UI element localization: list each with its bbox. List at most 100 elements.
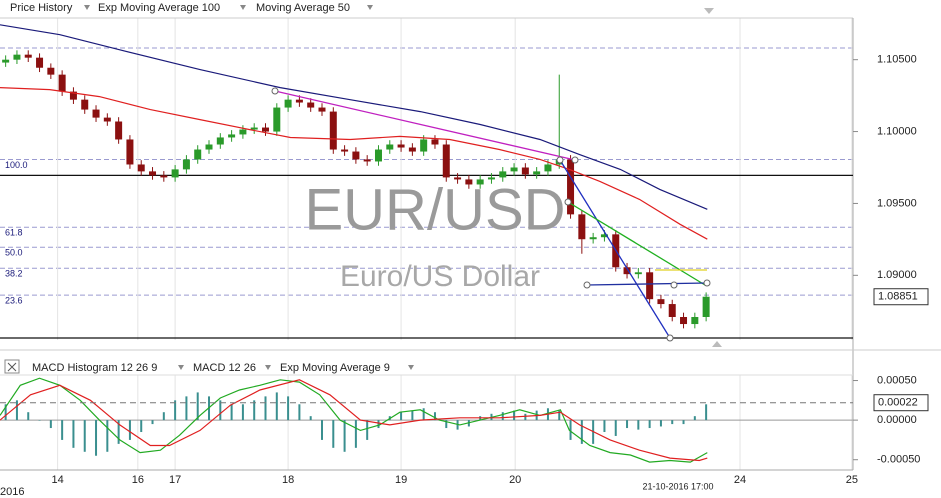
histogram-bar xyxy=(354,420,357,448)
candle-body xyxy=(58,74,66,92)
trendline[interactable] xyxy=(586,282,708,286)
handle[interactable] xyxy=(670,281,678,289)
legend-entry[interactable]: MACD Histogram 12 26 9 xyxy=(32,362,157,374)
histogram-bar xyxy=(95,420,98,456)
histogram-bar xyxy=(185,396,188,421)
x-tick-label: 20 xyxy=(509,474,521,486)
fib-label: 50.0 xyxy=(5,248,23,258)
histogram-bar xyxy=(264,396,267,421)
histogram-bar xyxy=(513,410,516,421)
histogram-bar xyxy=(174,400,177,421)
handle[interactable] xyxy=(666,334,674,342)
candle-body xyxy=(295,99,303,103)
candle-body xyxy=(149,171,157,176)
histogram-bar xyxy=(83,420,86,452)
histogram-bar xyxy=(106,420,109,452)
histogram-bar xyxy=(433,412,436,421)
candle-body xyxy=(691,317,699,325)
scroll-marker[interactable] xyxy=(704,8,714,14)
fib-label: 38.2 xyxy=(5,269,23,279)
candle-body xyxy=(363,159,371,162)
candle-body xyxy=(634,272,642,275)
last-price-label: 1.08851 xyxy=(878,291,918,303)
handle[interactable] xyxy=(556,156,564,164)
handle[interactable] xyxy=(571,156,579,164)
histogram-bar xyxy=(377,420,380,429)
close-icon[interactable] xyxy=(7,362,17,372)
legend-entry[interactable]: MACD 12 26 xyxy=(193,362,256,374)
histogram-bar xyxy=(4,404,7,421)
year-label: 2016 xyxy=(0,486,24,498)
candle-body xyxy=(589,237,597,240)
last-value-box xyxy=(873,394,929,412)
y-tick-label: 1.10500 xyxy=(877,54,917,66)
candle-body xyxy=(216,137,224,145)
line-series xyxy=(0,377,708,463)
handle[interactable] xyxy=(703,279,711,287)
histogram-bar xyxy=(61,420,64,440)
candle-body xyxy=(182,159,190,170)
fib-label: 61.8 xyxy=(5,228,23,238)
histogram-bar xyxy=(117,420,120,444)
scroll-marker[interactable] xyxy=(712,341,722,347)
histogram-bar xyxy=(15,400,18,421)
histogram-bar xyxy=(603,420,606,432)
candle-body xyxy=(284,99,292,108)
histogram-bar xyxy=(275,392,278,421)
histogram-bar xyxy=(72,420,75,448)
histogram-bar xyxy=(140,420,143,432)
candle-body xyxy=(115,121,123,140)
histogram-bar xyxy=(320,420,323,440)
candle-body xyxy=(657,299,665,305)
candle-body xyxy=(318,107,326,112)
watermark-subtitle: Euro/US Dollar xyxy=(340,260,540,293)
dropdown-arrow[interactable] xyxy=(84,5,90,10)
trendline[interactable] xyxy=(274,90,576,161)
candle-body xyxy=(702,296,710,317)
histogram-bar xyxy=(309,416,312,421)
candle-body xyxy=(600,234,608,238)
candle-body xyxy=(24,54,32,58)
histogram-bar xyxy=(27,412,30,421)
y-tick-label: 1.09500 xyxy=(877,197,917,209)
handle[interactable] xyxy=(564,198,572,206)
candle-body xyxy=(329,111,337,150)
candle-body xyxy=(476,179,484,185)
plot-area: 1.10500 1.10000 1.09500 1.09000 1.08851 14 16 1… xyxy=(0,24,929,498)
histogram-bar xyxy=(637,420,640,430)
x-tick-label: 18 xyxy=(282,474,294,486)
candle-body xyxy=(386,144,394,150)
candle-body xyxy=(273,107,281,132)
handle[interactable] xyxy=(583,281,591,289)
handle[interactable] xyxy=(271,87,279,95)
dropdown-arrow[interactable] xyxy=(367,5,373,10)
candle-body xyxy=(194,149,202,160)
dropdown-arrow[interactable] xyxy=(408,365,414,370)
y-tick-label: -0.00050 xyxy=(877,454,920,466)
trendline[interactable] xyxy=(567,201,706,286)
candle-body xyxy=(646,272,654,300)
histogram-bar xyxy=(128,420,131,440)
candle-body xyxy=(487,177,495,180)
legend-entry[interactable]: Exp Moving Average 9 xyxy=(280,362,390,374)
candle-body xyxy=(431,139,439,145)
candle-body xyxy=(567,159,575,215)
histogram-bar xyxy=(614,420,617,436)
dropdown-arrow[interactable] xyxy=(240,5,246,10)
trendlines xyxy=(271,87,711,342)
x-tick-label: 24 xyxy=(734,474,746,486)
legend-entry[interactable]: Moving Average 50 xyxy=(256,2,350,14)
candle-body xyxy=(465,179,473,185)
dropdown-arrow[interactable] xyxy=(265,365,271,370)
legend-entry[interactable]: Exp Moving Average 100 xyxy=(98,2,220,14)
histogram-bar xyxy=(569,420,572,440)
trendline[interactable] xyxy=(559,159,671,339)
candle-body xyxy=(420,139,428,152)
histogram-bar xyxy=(659,420,662,427)
candle-body xyxy=(262,127,270,132)
candle-body xyxy=(442,144,450,178)
histogram-bar xyxy=(693,416,696,421)
dropdown-arrow[interactable] xyxy=(178,365,184,370)
legend-entry[interactable]: Price History xyxy=(10,2,73,14)
candle-body xyxy=(69,91,77,100)
